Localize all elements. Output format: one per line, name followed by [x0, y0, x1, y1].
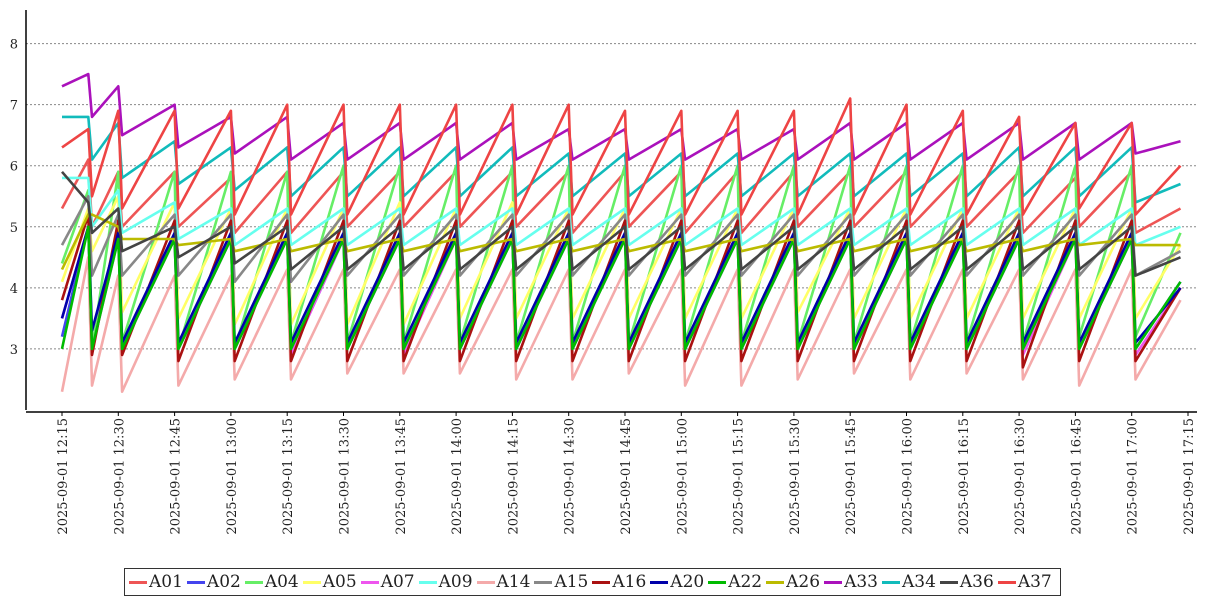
x-tick-label: 2025-09-01 16:45: [1069, 418, 1084, 535]
legend-item-A01: A01: [129, 572, 183, 592]
y-tick-label: 6: [10, 160, 18, 175]
series-A26: [60, 213, 1181, 271]
x-tick-label: 2025-09-01 13:30: [338, 418, 353, 535]
legend-label: A36: [959, 572, 994, 592]
x-tick-label: 2025-09-01 12:30: [112, 418, 127, 535]
legend-item-A16: A16: [592, 572, 646, 592]
y-tick-label: 8: [10, 38, 18, 53]
legend-label: A01: [149, 572, 183, 592]
x-tick-label: 2025-09-01 15:30: [788, 418, 803, 535]
series-lines: [60, 72, 1182, 394]
y-tick-label: 4: [10, 282, 18, 297]
legend-label: A34: [901, 572, 936, 592]
legend-swatch: [418, 580, 437, 584]
legend: A01 A02 A04 A05 A07 A09 A14 A15 A16 A20 A22 A26 A33 A…: [124, 568, 1061, 596]
y-tick-labels: 3 4 5 6 7 8: [10, 38, 18, 358]
legend-label: A26: [786, 572, 821, 592]
series-A09: [62, 176, 1181, 247]
series-A14: [60, 255, 1182, 394]
legend-item-A02: A02: [186, 572, 241, 592]
legend-label: A09: [438, 572, 473, 592]
legend-swatch: [708, 580, 727, 584]
legend-swatch: [360, 580, 379, 584]
legend-swatch: [476, 580, 495, 584]
x-tick-label: 2025-09-01 16:30: [1013, 418, 1028, 535]
legend-label: A33: [844, 572, 878, 592]
legend-item-A26: A26: [766, 572, 820, 592]
legend-label: A37: [1017, 572, 1052, 592]
x-tick-label: 2025-09-01 17:00: [1126, 418, 1141, 535]
legend-swatch: [824, 580, 843, 584]
legend-swatch: [766, 580, 785, 584]
legend-label: A07: [380, 572, 415, 592]
legend-label: A04: [264, 572, 299, 592]
y-tick-label: 7: [10, 99, 18, 114]
legend-item-A36: A36: [939, 572, 994, 592]
legend-label: A22: [728, 572, 763, 592]
legend-item-A37: A37: [997, 572, 1052, 592]
legend-label: A20: [670, 572, 705, 592]
y-tick-label: 3: [10, 343, 18, 358]
legend-swatch: [881, 580, 900, 584]
x-tick-label: 2025-09-01 16:15: [957, 418, 972, 535]
series-A20: [60, 225, 1182, 345]
legend-swatch: [592, 580, 611, 584]
legend-swatch: [534, 580, 553, 584]
x-tick-label: 2025-09-01 12:15: [56, 418, 71, 535]
x-tick-label: 2025-09-01 13:45: [394, 418, 409, 535]
series-A22: [60, 225, 1182, 351]
series-A01: [60, 158, 1182, 235]
x-tick-label: 2025-09-01 15:15: [732, 418, 747, 535]
legend-item-A14: A14: [476, 572, 531, 592]
x-tick-label: 2025-09-01 14:30: [563, 418, 578, 535]
legend-swatch: [302, 580, 321, 584]
legend-swatch: [650, 580, 669, 584]
legend-item-A15: A15: [534, 572, 588, 592]
x-tick-label: 2025-09-01 14:45: [619, 418, 634, 535]
series-A34: [62, 115, 1181, 204]
legend-item-A34: A34: [881, 572, 936, 592]
axes: [25, 10, 1197, 413]
legend-label: A14: [496, 572, 531, 592]
y-tick-label: 5: [10, 221, 18, 236]
x-tick-label: 2025-09-01 15:00: [675, 418, 690, 535]
legend-swatch: [129, 580, 147, 584]
legend-swatch: [997, 580, 1016, 584]
x-tick-labels: 2025-09-01 12:15 2025-09-01 12:30 2025-09-…: [56, 412, 1197, 535]
legend-swatch: [939, 580, 958, 584]
series-A16: [60, 213, 1182, 369]
legend-label: A15: [554, 572, 589, 592]
series-A33: [61, 72, 1181, 161]
legend-label: A02: [206, 572, 241, 592]
x-tick-label: 2025-09-01 14:00: [450, 418, 465, 535]
series-A04: [60, 164, 1182, 351]
legend-swatch: [244, 580, 263, 584]
x-tick-label: 2025-09-01 13:00: [225, 418, 240, 535]
legend-label: A16: [612, 572, 647, 592]
series-A37: [61, 97, 1182, 216]
legend-item-A09: A09: [418, 572, 473, 592]
legend-item-A20: A20: [650, 572, 704, 592]
x-tick-label: 2025-09-01 12:45: [169, 418, 184, 535]
legend-item-A04: A04: [244, 572, 299, 592]
legend-item-A07: A07: [360, 572, 415, 592]
x-tick-label: 2025-09-01 15:45: [844, 418, 859, 535]
legend-item-A05: A05: [302, 572, 357, 592]
x-tick-label: 2025-09-01 14:15: [506, 418, 521, 535]
x-tick-label: 2025-09-01 13:15: [281, 418, 296, 535]
legend-swatch: [186, 580, 205, 584]
x-tick-label: 2025-09-01 16:00: [901, 418, 916, 535]
legend-label: A05: [322, 572, 357, 592]
legend-item-A22: A22: [708, 572, 762, 592]
series-A05: [60, 195, 1182, 326]
legend-item-A33: A33: [824, 572, 878, 592]
x-tick-label: 2025-09-01 17:15: [1182, 418, 1197, 535]
series-A36: [61, 170, 1181, 277]
